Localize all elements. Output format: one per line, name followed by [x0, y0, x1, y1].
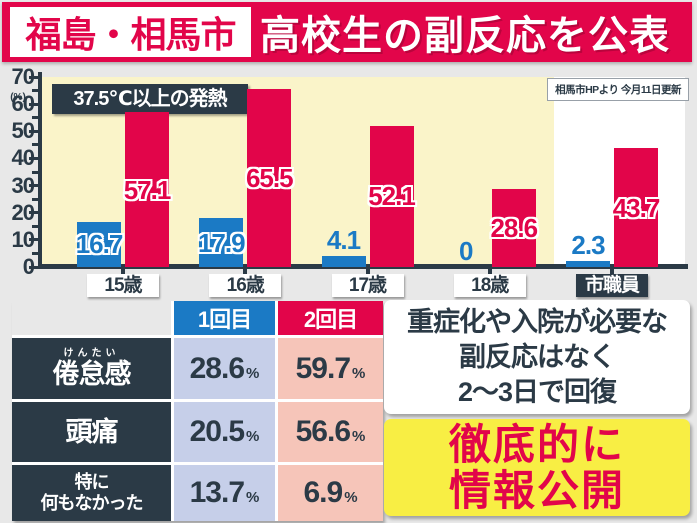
table-header-dose2: 2回目	[278, 301, 383, 335]
x-axis-tick	[610, 269, 614, 275]
y-axis-minor-tick	[32, 143, 38, 147]
bar-value-label: 4.1	[326, 224, 361, 255]
bar-dose2-4	[614, 148, 658, 267]
y-axis-tick-label: 40	[11, 145, 35, 171]
row-label-text: 頭痛	[65, 416, 119, 447]
y-axis-minor-tick	[32, 197, 38, 201]
policy-statement-box: 徹底的に 情報公開	[384, 419, 690, 516]
recovery-info-line: 重症化や入院が必要な	[407, 306, 668, 337]
x-axis-tick	[487, 269, 492, 275]
row-label-text: 特に	[74, 472, 110, 492]
bar-value-label: 0	[459, 236, 473, 266]
bar-value-label: 43.7	[612, 192, 661, 223]
chart-title: 37.5℃以上の発熱	[52, 84, 248, 114]
bar-dose1-1	[199, 218, 244, 267]
table-value: 28.6%	[189, 351, 260, 385]
y-axis-minor-tick	[32, 224, 38, 228]
y-axis-unit-label: (%)	[10, 92, 26, 103]
table-row-label: 特に 何もなかった	[12, 465, 171, 521]
table-value: 6.9%	[303, 476, 358, 509]
table-header-dose1: 1回目	[174, 301, 275, 335]
table-value-dose1: 13.7%	[174, 465, 275, 521]
y-axis-major-tick	[29, 129, 38, 133]
y-axis-minor-tick	[32, 170, 38, 174]
x-axis-category-label: 15歳	[87, 274, 159, 297]
table-value: 59.7%	[295, 351, 366, 385]
y-axis-line	[38, 72, 42, 269]
x-axis-tick	[121, 269, 125, 275]
x-axis-category-label: 16歳	[209, 274, 282, 297]
bar-value-label: 17.9	[197, 227, 246, 258]
table-value-dose1: 28.6%	[174, 338, 275, 399]
x-axis-tick	[365, 269, 370, 275]
bar-value-label: 28.6	[490, 213, 538, 244]
table-value-dose2: 59.7%	[278, 338, 383, 399]
bar-dose1-4	[566, 260, 610, 267]
recovery-info-line: 2〜3日で回復	[457, 376, 617, 407]
y-axis-major-tick	[29, 184, 38, 188]
policy-statement-line: 徹底的に	[448, 420, 625, 468]
recovery-info-box: 重症化や入院が必要な 副反応はなく 2〜3日で回復	[384, 300, 690, 414]
y-axis-major-tick	[29, 156, 38, 160]
bar-dose2-0	[125, 112, 169, 267]
bar-value-label: 57.1	[123, 174, 172, 205]
table-corner	[12, 301, 171, 335]
headline: 高校生の副反応を公表	[260, 2, 690, 62]
bar-dose2-1	[247, 89, 292, 267]
table-value-dose2: 6.9%	[278, 465, 383, 521]
bar-chart: (%) 37.5℃以上の発熱 相馬市HPより 今月11日更新 0 10 20 30 40…	[10, 64, 689, 297]
y-axis-minor-tick	[32, 116, 38, 120]
bar-value-label: 52.1	[368, 181, 416, 212]
recovery-info-line: 副反応はなく	[459, 341, 616, 372]
row-label-text: 何もなかった	[40, 493, 144, 513]
bar-value-label: 16.7	[75, 229, 124, 260]
y-axis-minor-tick	[32, 251, 38, 255]
table-value-dose1: 20.5%	[174, 402, 275, 462]
x-axis-category-label: 18歳	[453, 274, 526, 297]
y-axis-major-tick	[29, 238, 38, 242]
header-banner: 福島・相馬市 高校生の副反応を公表	[2, 2, 692, 62]
policy-statement-line: 情報公開	[448, 466, 625, 514]
table-value: 13.7%	[189, 476, 260, 509]
y-axis-tick-label: 10	[11, 226, 35, 252]
table-row-label: 頭痛	[12, 402, 171, 462]
x-axis-category-label: 17歳	[331, 274, 404, 297]
row-label-text: 倦怠感	[52, 359, 132, 390]
row-label-furigana: けんたい	[63, 347, 120, 359]
bar-value-label: 2.3	[571, 229, 605, 260]
y-axis-major-tick	[29, 75, 38, 79]
bar-dose2-2	[369, 125, 414, 267]
table-row-label: けんたい 倦怠感	[12, 338, 171, 399]
y-axis-tick-label: 0	[22, 254, 35, 279]
x-axis-tick	[243, 269, 248, 275]
table-value: 56.6%	[295, 415, 366, 448]
source-note: 相馬市HPより 今月11日更新	[547, 78, 689, 101]
bar-dose1-2	[321, 255, 366, 267]
side-effects-table: 1回目 2回目けんたい 倦怠感 28.6% 59.7% 頭痛 20.5% 56.6% 特に 何もな…	[12, 301, 383, 521]
y-axis-minor-tick	[32, 89, 38, 93]
y-axis-tick-label: 30	[11, 172, 35, 198]
x-axis-category-label: 市職員	[576, 274, 648, 297]
y-axis-tick-label: 60	[11, 91, 35, 117]
table-value: 20.5%	[189, 415, 260, 448]
y-axis-tick-label: 70	[11, 64, 35, 89]
y-axis-major-tick	[29, 265, 38, 269]
bar-value-label: 65.5	[245, 163, 294, 194]
location-badge: 福島・相馬市	[10, 7, 251, 57]
y-axis-tick-label: 50	[11, 118, 35, 144]
location-label: 福島・相馬市	[25, 14, 236, 55]
headline-text: 高校生の副反応を公表	[260, 14, 670, 58]
y-axis-major-tick	[29, 102, 38, 106]
table-value-dose2: 56.6%	[278, 402, 383, 462]
bar-dose2-3	[491, 189, 536, 267]
y-axis-major-tick	[29, 211, 38, 215]
bar-dose1-0	[77, 221, 121, 267]
y-axis-tick-label: 20	[11, 199, 35, 225]
